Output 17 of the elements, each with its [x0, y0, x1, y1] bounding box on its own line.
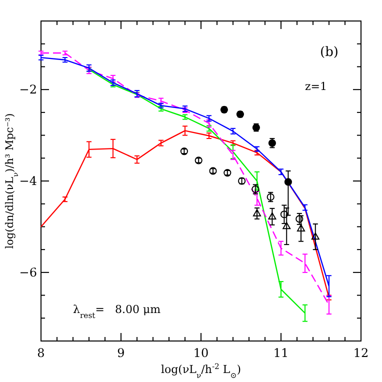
y-tick-label: −2: [19, 82, 37, 97]
point: [253, 209, 261, 216]
point: [268, 212, 276, 220]
x-tick-label: 9: [117, 346, 125, 360]
annotation: λ$_{rest}$= 8.00 μm: [73, 303, 162, 320]
point: [311, 232, 320, 240]
x-tick-label: 8: [37, 346, 45, 360]
y-tick-label: −6: [19, 265, 37, 280]
annotation: z=1: [305, 80, 328, 93]
point: [280, 210, 288, 218]
y-tick-label: −4: [19, 174, 38, 188]
x-axis-title: log(νL$_{ν}$/h$^{-2}$ L$_{⊙}$): [160, 362, 242, 380]
annotation: (b): [320, 45, 338, 60]
x-tick-label: 12: [353, 346, 369, 360]
point: [284, 178, 292, 186]
x-tick-label: 11: [273, 346, 289, 360]
x-tick-label: 10: [193, 346, 209, 360]
